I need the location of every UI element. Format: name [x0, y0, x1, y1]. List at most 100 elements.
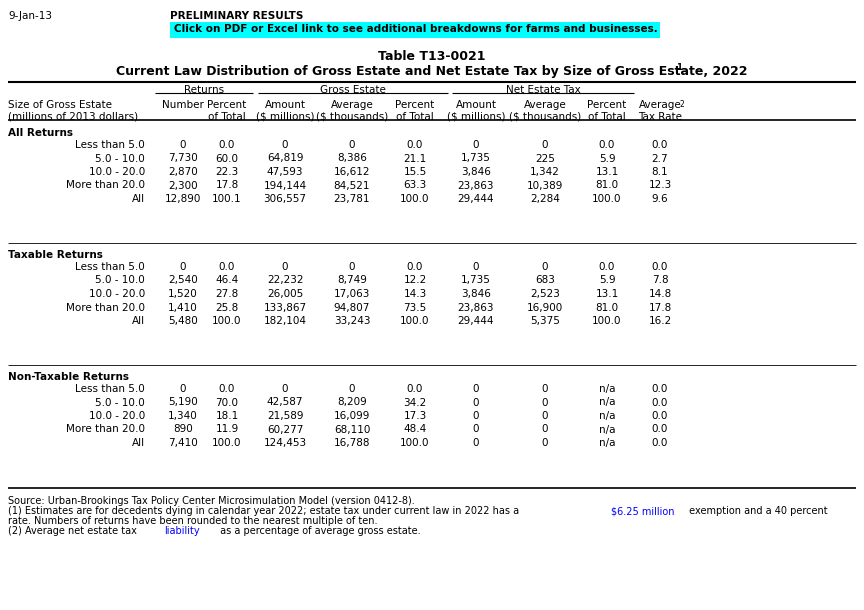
Text: 0: 0: [473, 398, 480, 407]
Text: 0: 0: [473, 140, 480, 150]
Text: 1,520: 1,520: [168, 289, 198, 299]
Text: 63.3: 63.3: [403, 181, 427, 190]
Text: Average
Tax Rate: Average Tax Rate: [638, 100, 682, 121]
Text: 0.0: 0.0: [651, 140, 668, 150]
Text: 8,209: 8,209: [337, 398, 367, 407]
Text: 0.0: 0.0: [651, 398, 668, 407]
Text: 5.0 - 10.0: 5.0 - 10.0: [95, 276, 145, 285]
Text: 0.0: 0.0: [651, 438, 668, 448]
Text: 94,807: 94,807: [334, 303, 370, 312]
Text: Table T13-0021: Table T13-0021: [378, 50, 486, 63]
Text: 9.6: 9.6: [651, 194, 669, 204]
Text: 11.9: 11.9: [215, 425, 238, 434]
Text: 84,521: 84,521: [334, 181, 371, 190]
Text: 225: 225: [535, 154, 555, 163]
Text: 34.2: 34.2: [403, 398, 427, 407]
Text: n/a: n/a: [599, 384, 615, 394]
Text: 5,375: 5,375: [530, 316, 560, 326]
Text: 16,788: 16,788: [334, 438, 371, 448]
Text: Average
($ thousands): Average ($ thousands): [509, 100, 581, 121]
Text: 2,523: 2,523: [530, 289, 560, 299]
Text: 60.0: 60.0: [215, 154, 238, 163]
Text: Less than 5.0: Less than 5.0: [75, 262, 145, 272]
Text: 13.1: 13.1: [595, 289, 619, 299]
Text: 0: 0: [542, 438, 549, 448]
Text: Non-Taxable Returns: Non-Taxable Returns: [8, 372, 129, 382]
Text: 25.8: 25.8: [215, 303, 238, 312]
Text: 5,480: 5,480: [168, 316, 198, 326]
Text: 0.0: 0.0: [407, 384, 423, 394]
Text: 3,846: 3,846: [461, 289, 491, 299]
Text: Gross Estate: Gross Estate: [320, 85, 386, 95]
Text: 8,749: 8,749: [337, 276, 367, 285]
Text: Size of Gross Estate
(millions of 2013 dollars): Size of Gross Estate (millions of 2013 d…: [8, 100, 138, 121]
Text: 133,867: 133,867: [264, 303, 307, 312]
Text: 0.0: 0.0: [651, 425, 668, 434]
Text: 73.5: 73.5: [403, 303, 427, 312]
Text: 0.0: 0.0: [599, 262, 615, 272]
Text: 0: 0: [282, 384, 289, 394]
Text: 8,386: 8,386: [337, 154, 367, 163]
Bar: [170, 22, 660, 38]
Text: 0.0: 0.0: [219, 384, 235, 394]
Text: 0: 0: [282, 262, 289, 272]
Text: All Returns: All Returns: [8, 128, 73, 138]
Text: Amount
($ millions): Amount ($ millions): [256, 100, 314, 121]
Text: 81.0: 81.0: [595, 303, 619, 312]
Text: Amount
($ millions): Amount ($ millions): [447, 100, 505, 121]
Text: n/a: n/a: [599, 398, 615, 407]
Text: 17.3: 17.3: [403, 411, 427, 421]
Text: 0: 0: [473, 425, 480, 434]
Text: 10.0 - 20.0: 10.0 - 20.0: [89, 411, 145, 421]
Text: All: All: [132, 194, 145, 204]
Text: 2,540: 2,540: [168, 276, 198, 285]
Text: 70.0: 70.0: [215, 398, 238, 407]
Text: Current Law Distribution of Gross Estate and Net Estate Tax by Size of Gross Est: Current Law Distribution of Gross Estate…: [117, 65, 747, 78]
Text: 16,099: 16,099: [334, 411, 370, 421]
Text: 0: 0: [473, 438, 480, 448]
Text: 22.3: 22.3: [215, 167, 238, 177]
Text: 5.9: 5.9: [599, 276, 615, 285]
Text: 100.0: 100.0: [400, 194, 429, 204]
Text: 7.8: 7.8: [651, 276, 669, 285]
Text: More than 20.0: More than 20.0: [66, 303, 145, 312]
Text: 12.2: 12.2: [403, 276, 427, 285]
Text: n/a: n/a: [599, 425, 615, 434]
Text: Percent
of Total: Percent of Total: [396, 100, 435, 121]
Text: 100.0: 100.0: [592, 194, 622, 204]
Text: exemption and a 40 percent: exemption and a 40 percent: [686, 506, 828, 516]
Text: 46.4: 46.4: [215, 276, 238, 285]
Text: Percent
of Total: Percent of Total: [207, 100, 246, 121]
Text: 124,453: 124,453: [264, 438, 307, 448]
Text: 29,444: 29,444: [458, 194, 494, 204]
Text: 2,870: 2,870: [168, 167, 198, 177]
Text: 7,410: 7,410: [168, 438, 198, 448]
Text: All: All: [132, 438, 145, 448]
Text: 23,863: 23,863: [458, 181, 494, 190]
Text: (2) Average net estate tax: (2) Average net estate tax: [8, 526, 140, 536]
Text: 0: 0: [473, 384, 480, 394]
Text: 10.0 - 20.0: 10.0 - 20.0: [89, 167, 145, 177]
Text: 7,730: 7,730: [168, 154, 198, 163]
Text: liability: liability: [164, 526, 200, 536]
Text: 0: 0: [542, 262, 549, 272]
Text: Click on PDF or Excel link to see additional breakdowns for farms and businesses: Click on PDF or Excel link to see additi…: [174, 24, 658, 34]
Text: 0.0: 0.0: [651, 411, 668, 421]
Text: Net Estate Tax: Net Estate Tax: [505, 85, 581, 95]
Text: 1: 1: [676, 63, 682, 72]
Text: 13.1: 13.1: [595, 167, 619, 177]
Text: 0: 0: [180, 384, 187, 394]
Text: 9-Jan-13: 9-Jan-13: [8, 11, 52, 21]
Text: n/a: n/a: [599, 438, 615, 448]
Text: 1,342: 1,342: [530, 167, 560, 177]
Text: 0.0: 0.0: [407, 140, 423, 150]
Text: 100.0: 100.0: [213, 438, 242, 448]
Text: Average
($ thousands): Average ($ thousands): [316, 100, 388, 121]
Text: 0: 0: [542, 411, 549, 421]
Text: 890: 890: [173, 425, 193, 434]
Text: 8.1: 8.1: [651, 167, 669, 177]
Text: 0: 0: [282, 140, 289, 150]
Text: 182,104: 182,104: [264, 316, 307, 326]
Text: 21.1: 21.1: [403, 154, 427, 163]
Text: Number: Number: [162, 100, 204, 110]
